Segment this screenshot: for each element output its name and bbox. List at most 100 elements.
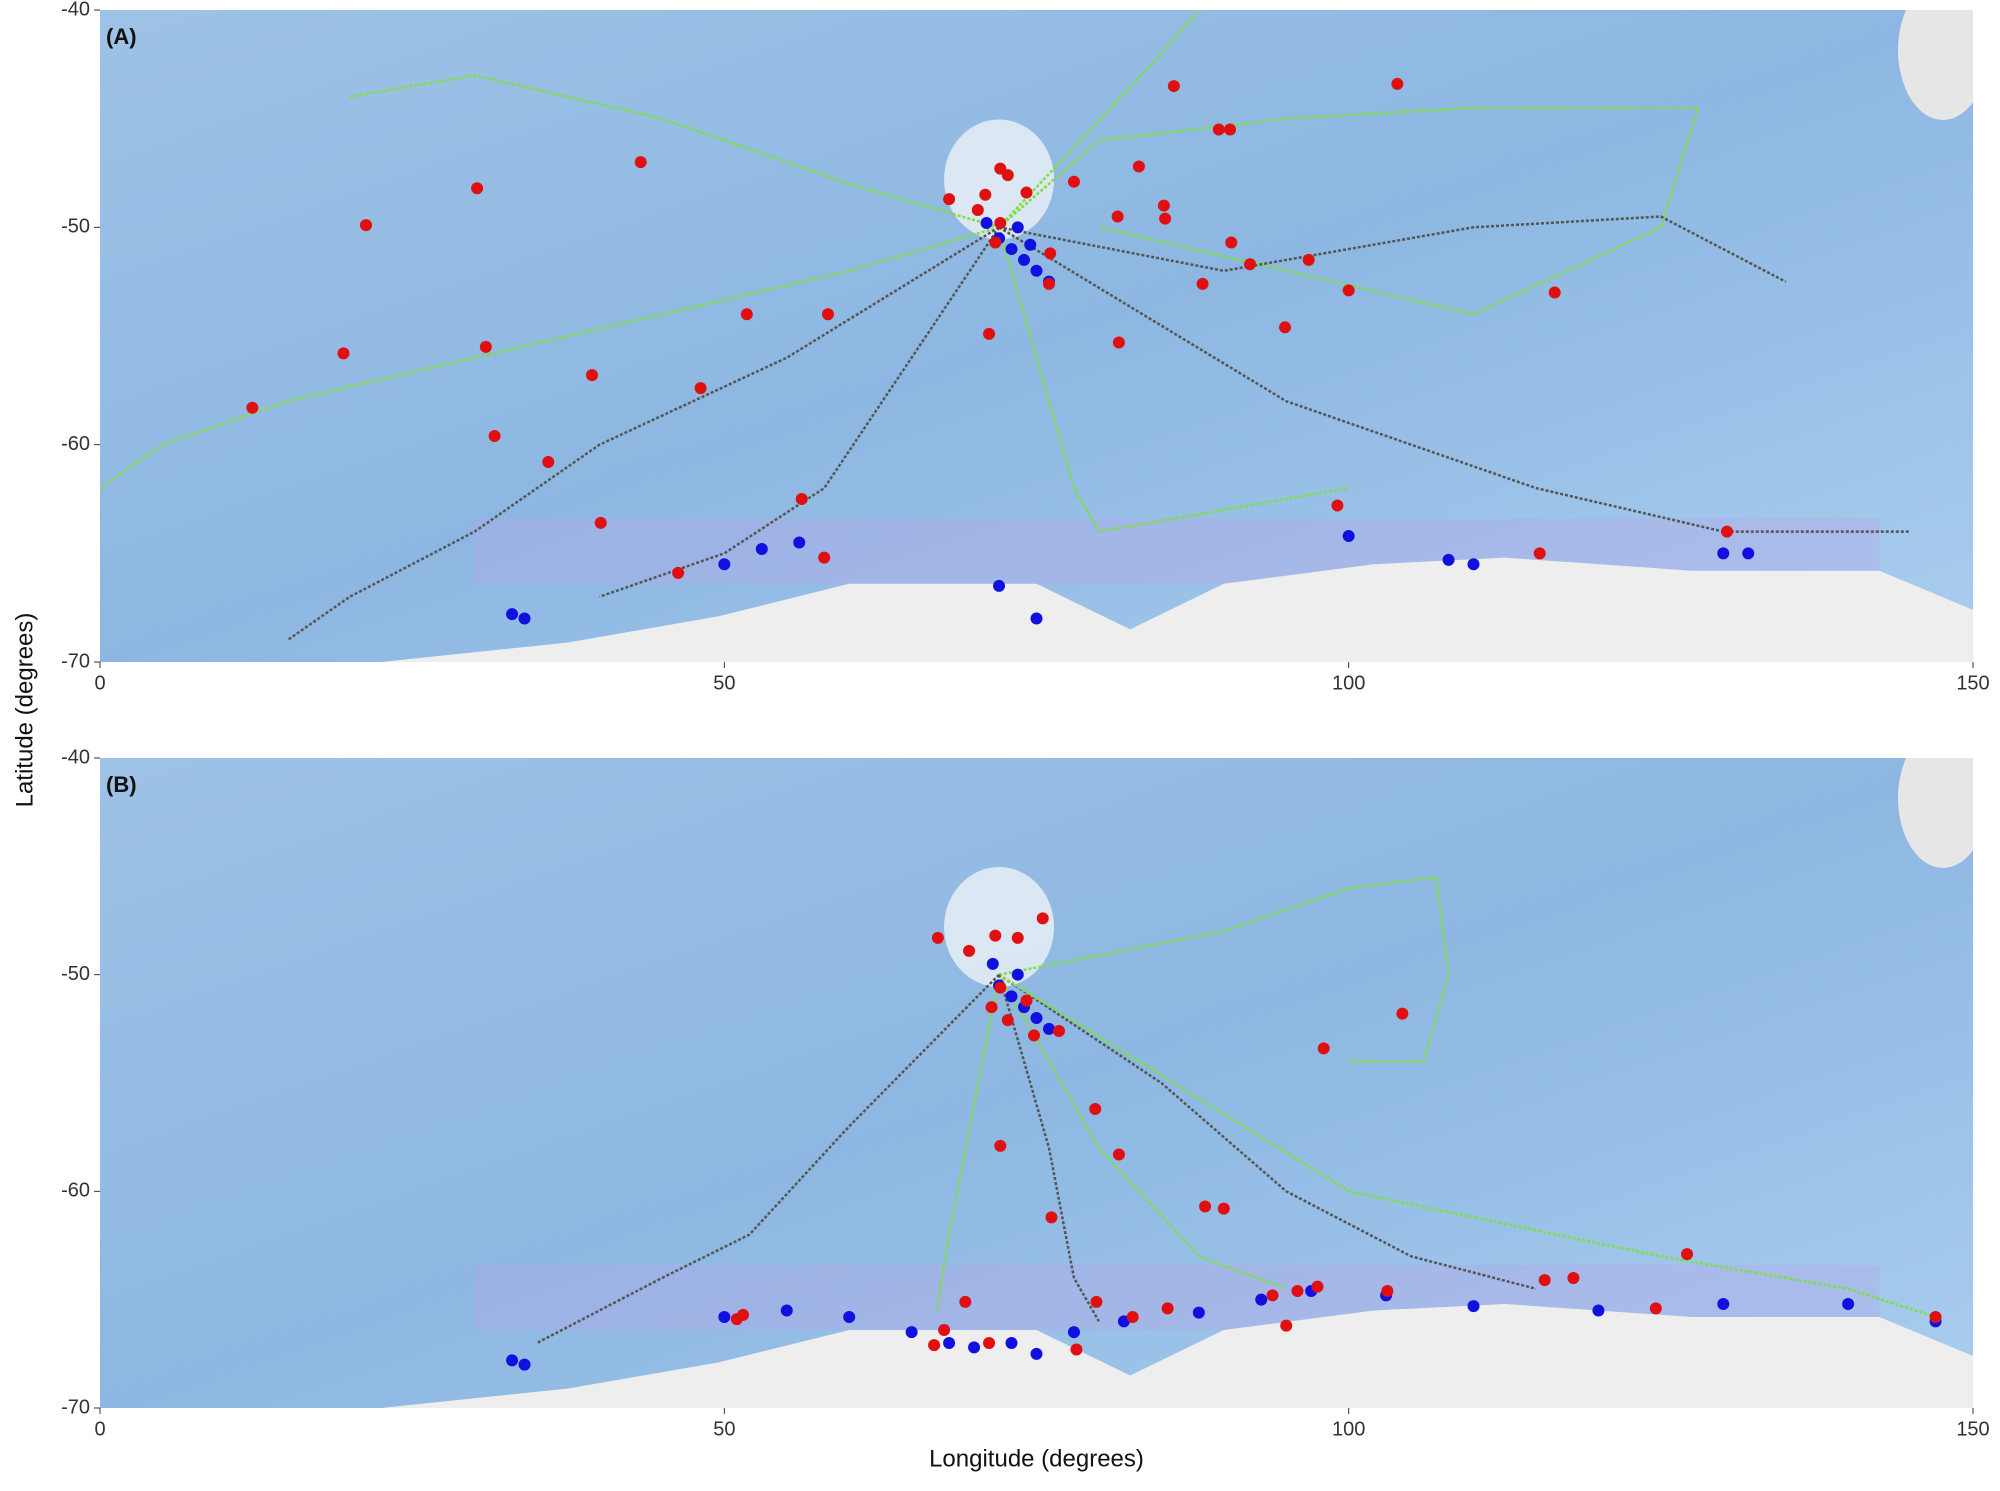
- shelf-point: [993, 579, 1006, 592]
- shelf-point: [506, 1354, 519, 1367]
- end-point: [1533, 547, 1546, 560]
- end-point: [1567, 1272, 1580, 1284]
- end-point: [479, 340, 492, 353]
- end-point: [1212, 123, 1225, 136]
- end-point: [1391, 77, 1404, 90]
- end-point: [730, 1313, 743, 1326]
- end-point: [1225, 236, 1238, 249]
- end-point: [983, 327, 996, 340]
- end-point: [1036, 912, 1049, 925]
- shelf-point: [1192, 1306, 1205, 1319]
- y-tick-label: -40: [61, 746, 90, 768]
- end-point: [1280, 1319, 1293, 1332]
- end-point: [1070, 1343, 1083, 1356]
- end-point: [542, 456, 555, 469]
- track: [998, 106, 1701, 316]
- shelf-point: [1030, 1347, 1043, 1360]
- end-point: [983, 1337, 996, 1349]
- end-point: [471, 182, 484, 195]
- map-panel: [100, 10, 1973, 662]
- x-tick-label: 100: [1332, 1418, 1365, 1440]
- shelf-point: [518, 612, 531, 625]
- track: [998, 215, 1787, 283]
- y-tick-label: -70: [61, 1396, 90, 1418]
- track: [998, 973, 1936, 1319]
- shelf-point: [1030, 1012, 1043, 1024]
- end-point: [1045, 1211, 1058, 1224]
- end-point: [1196, 277, 1209, 290]
- shelf-point: [1255, 1293, 1268, 1306]
- track: [286, 226, 1000, 642]
- track: [998, 10, 1200, 229]
- end-point: [1161, 1302, 1174, 1315]
- shelf-point: [986, 957, 999, 970]
- x-tick-label: 150: [1956, 1418, 1989, 1440]
- end-point: [943, 193, 956, 206]
- end-point: [1317, 1042, 1330, 1055]
- track: [997, 974, 1287, 1290]
- y-tick-label: -70: [61, 650, 90, 672]
- end-point: [1721, 525, 1734, 538]
- shelf-point: [1024, 238, 1037, 251]
- end-point: [594, 516, 607, 529]
- shelf-point: [1467, 1300, 1480, 1313]
- shelf-point: [1467, 558, 1480, 571]
- x-tick-label: 0: [94, 1418, 105, 1440]
- shelf-point: [1592, 1304, 1605, 1317]
- end-point: [1001, 1014, 1014, 1027]
- track: [998, 875, 1450, 1063]
- shelf-point: [1011, 221, 1024, 234]
- antarctica: [380, 1304, 1973, 1408]
- shelf-point: [943, 1337, 956, 1349]
- end-point: [1020, 186, 1033, 199]
- shelf-point: [780, 1304, 793, 1317]
- end-point: [1331, 499, 1344, 512]
- end-point: [1042, 277, 1055, 290]
- shelf-point: [905, 1326, 918, 1339]
- shelf-point: [843, 1311, 856, 1323]
- y-tick-label: -50: [61, 963, 90, 985]
- shelf-point: [1011, 968, 1024, 981]
- end-point: [1278, 321, 1291, 334]
- x-tick-label: 100: [1332, 672, 1365, 694]
- end-point: [994, 216, 1007, 229]
- shelf-point: [1005, 990, 1018, 1003]
- end-point: [821, 308, 834, 321]
- end-point: [740, 308, 753, 321]
- end-point: [585, 369, 598, 382]
- shelf-point: [506, 608, 519, 621]
- track: [599, 226, 1001, 598]
- map-panel: [100, 758, 1973, 1408]
- end-point: [989, 929, 1002, 942]
- panel-label: (A): [106, 24, 137, 49]
- end-point: [1199, 1200, 1212, 1213]
- end-point: [1028, 1029, 1041, 1042]
- x-tick-label: 50: [713, 672, 735, 694]
- end-point: [1929, 1311, 1942, 1323]
- end-point: [1217, 1202, 1230, 1215]
- end-point: [938, 1324, 951, 1336]
- ocean: [100, 10, 1973, 662]
- end-point: [1067, 175, 1080, 188]
- shelf-point: [1717, 1298, 1730, 1310]
- shelf-point: [980, 216, 993, 229]
- end-point: [1302, 253, 1315, 266]
- end-point: [1020, 994, 1033, 1007]
- shelf-point: [755, 542, 768, 555]
- ocean: [100, 758, 1973, 1408]
- shelf-point: [1005, 243, 1018, 256]
- end-point: [959, 1295, 972, 1308]
- shelf-point: [1042, 1022, 1055, 1035]
- x-tick-label: 0: [94, 672, 105, 694]
- x-tick-label: 50: [713, 1418, 735, 1440]
- end-point: [1396, 1007, 1409, 1020]
- end-point: [1089, 1103, 1102, 1115]
- end-point: [1112, 1148, 1125, 1161]
- shelf-point: [1842, 1298, 1855, 1310]
- end-point: [1167, 80, 1180, 93]
- shelf-point: [718, 558, 731, 571]
- end-point: [1381, 1285, 1394, 1297]
- end-point: [672, 566, 685, 579]
- end-point: [1342, 284, 1355, 297]
- end-point: [1159, 212, 1172, 225]
